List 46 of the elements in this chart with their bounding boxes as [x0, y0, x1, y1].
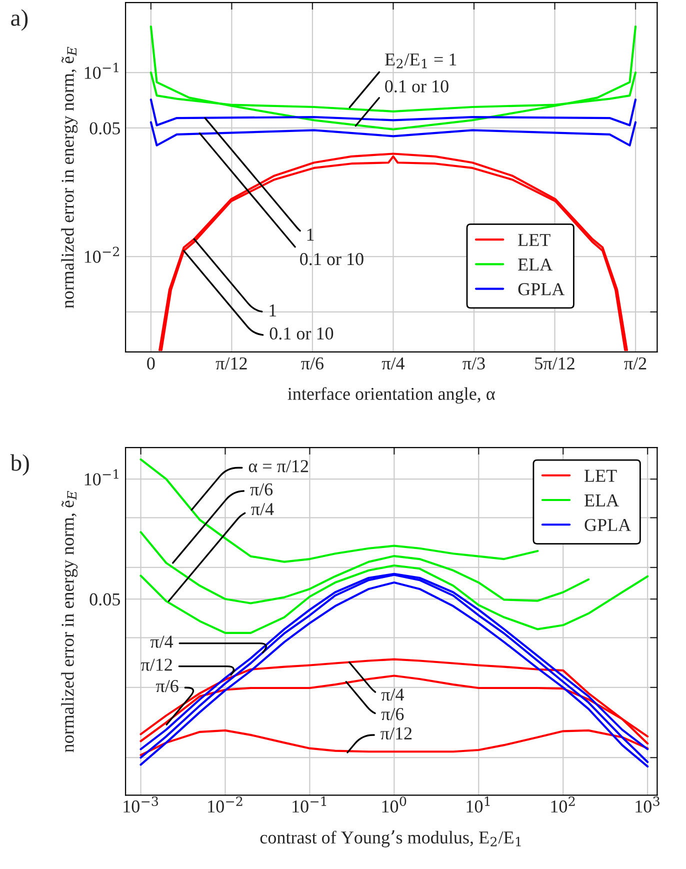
- y-axis-title: normalized error in energy norm, ẽ$_{E}$: [61, 46, 78, 308]
- y-tick-label: 0.05: [90, 593, 120, 606]
- x-tick-label: 10$^{−1}$: [292, 796, 326, 813]
- x-tick-label: 0: [147, 357, 155, 370]
- y-tick-label: 10$^{−1}$: [84, 469, 118, 486]
- x-tick-label: π/3: [462, 357, 485, 370]
- annotation: π/6: [250, 483, 273, 496]
- x-tick-label: 10$^{0}$: [382, 796, 406, 813]
- x-tick-label: 10$^{−2}$: [208, 796, 242, 813]
- legend-label: GPLA: [518, 283, 565, 296]
- y-axis-title: normalized error in energy norm, ẽ$_{E}$: [61, 490, 78, 752]
- legend-label: ELA: [584, 494, 619, 506]
- chart-title: b): [10, 454, 29, 476]
- y-tick-label: 0.05: [90, 122, 120, 134]
- x-tick-label: 10$^{1}$: [466, 796, 490, 813]
- annotation: π/6: [381, 708, 404, 720]
- x-tick-label: π/2: [624, 357, 646, 370]
- y-tick-label: 10$^{−2}$: [84, 246, 119, 263]
- x-tick-label: π/12: [216, 357, 247, 370]
- legend-label: LET: [584, 470, 617, 482]
- legend-label: GPLA: [584, 518, 632, 532]
- annotation: α = π/12: [248, 460, 308, 472]
- annotation: π/12: [380, 727, 412, 740]
- x-tick-label: π/6: [301, 357, 324, 370]
- annotation: 1: [307, 228, 314, 241]
- x-axis-title: contrast of Young’s modulus, E$_{2}$/E$_{1}$: [260, 830, 521, 848]
- x-tick-label: 10$^{3}$: [636, 796, 660, 813]
- legend-label: LET: [518, 234, 550, 246]
- annotation: 0.1 or 10: [270, 327, 334, 340]
- x-axis-title: interface orientation angle, α: [288, 387, 495, 404]
- annotation: π/4: [381, 688, 404, 701]
- annotation: π/12: [140, 658, 172, 671]
- annotation: π/6: [156, 680, 178, 692]
- chart-title: a): [11, 9, 28, 31]
- annotation: 0.1 or 10: [385, 80, 448, 92]
- x-tick-label: π/4: [382, 357, 405, 370]
- legend-label: ELA: [518, 258, 553, 270]
- x-tick-label: 10$^{−3}$: [124, 796, 158, 813]
- annotation: 1: [270, 304, 276, 316]
- y-tick-label: 10$^{−1}$: [84, 62, 118, 79]
- annotation: E$_{2}$/E$_{1}$ = 1: [385, 53, 456, 68]
- annotation: 0.1 or 10: [300, 253, 364, 266]
- annotation: π/4: [150, 636, 174, 648]
- annotation: π/4: [251, 503, 274, 516]
- x-tick-label: 10$^{2}$: [551, 796, 575, 813]
- x-tick-label: 5π/12: [535, 357, 574, 370]
